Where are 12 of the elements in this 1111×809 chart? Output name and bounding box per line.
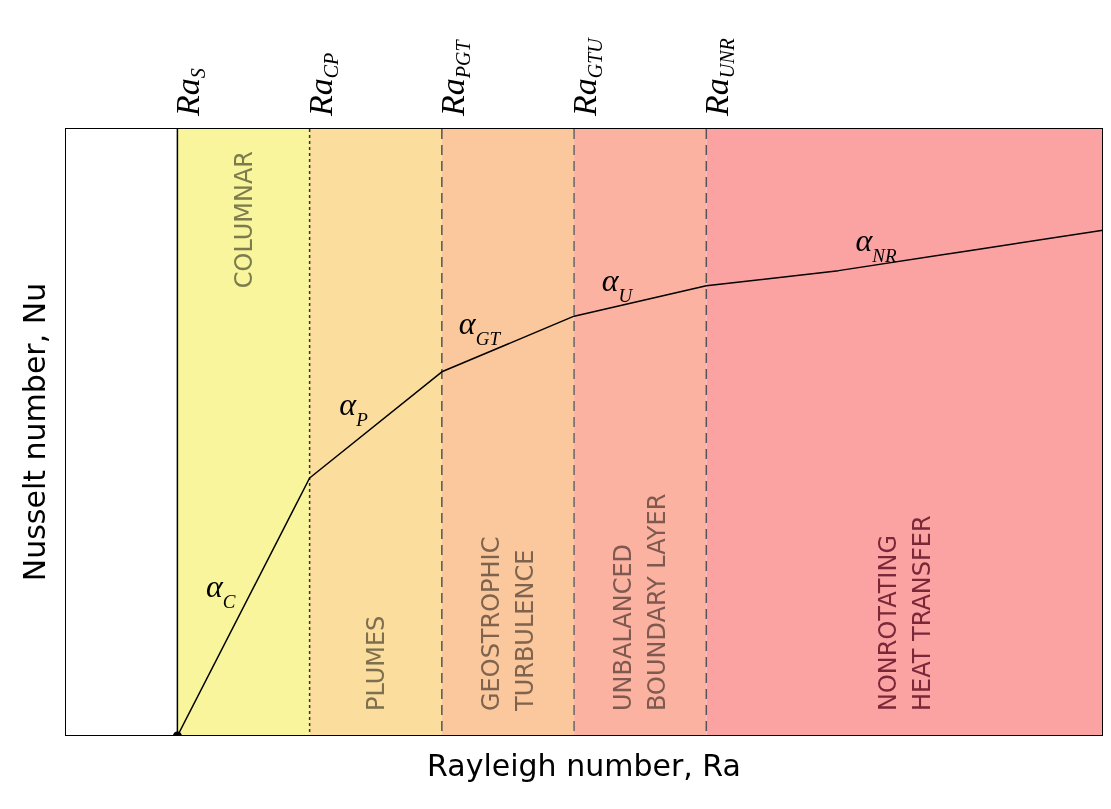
band-label: UNBALANCED BOUNDARY LAYER — [609, 493, 672, 711]
annotation: α$_{P}$ — [339, 385, 369, 430]
annotation: α$_{U}$ — [601, 261, 634, 306]
annotation: NONROTATING HEAT TRANSFER — [873, 515, 936, 711]
annotation: α$_{NR}$ — [855, 221, 898, 266]
band-label: GEOSTROPHIC TURBULENCE — [476, 536, 539, 712]
annotation: α$_{C}$ — [206, 568, 236, 612]
x-axis-title: Rayleigh number, Ra — [426, 748, 742, 783]
annotation: α$_{GT}$ — [458, 304, 502, 349]
band-label: COLUMNAR — [229, 151, 258, 289]
band-label: PLUMES — [361, 615, 390, 711]
y-axis-title: Nusselt number, Nu — [16, 282, 52, 582]
